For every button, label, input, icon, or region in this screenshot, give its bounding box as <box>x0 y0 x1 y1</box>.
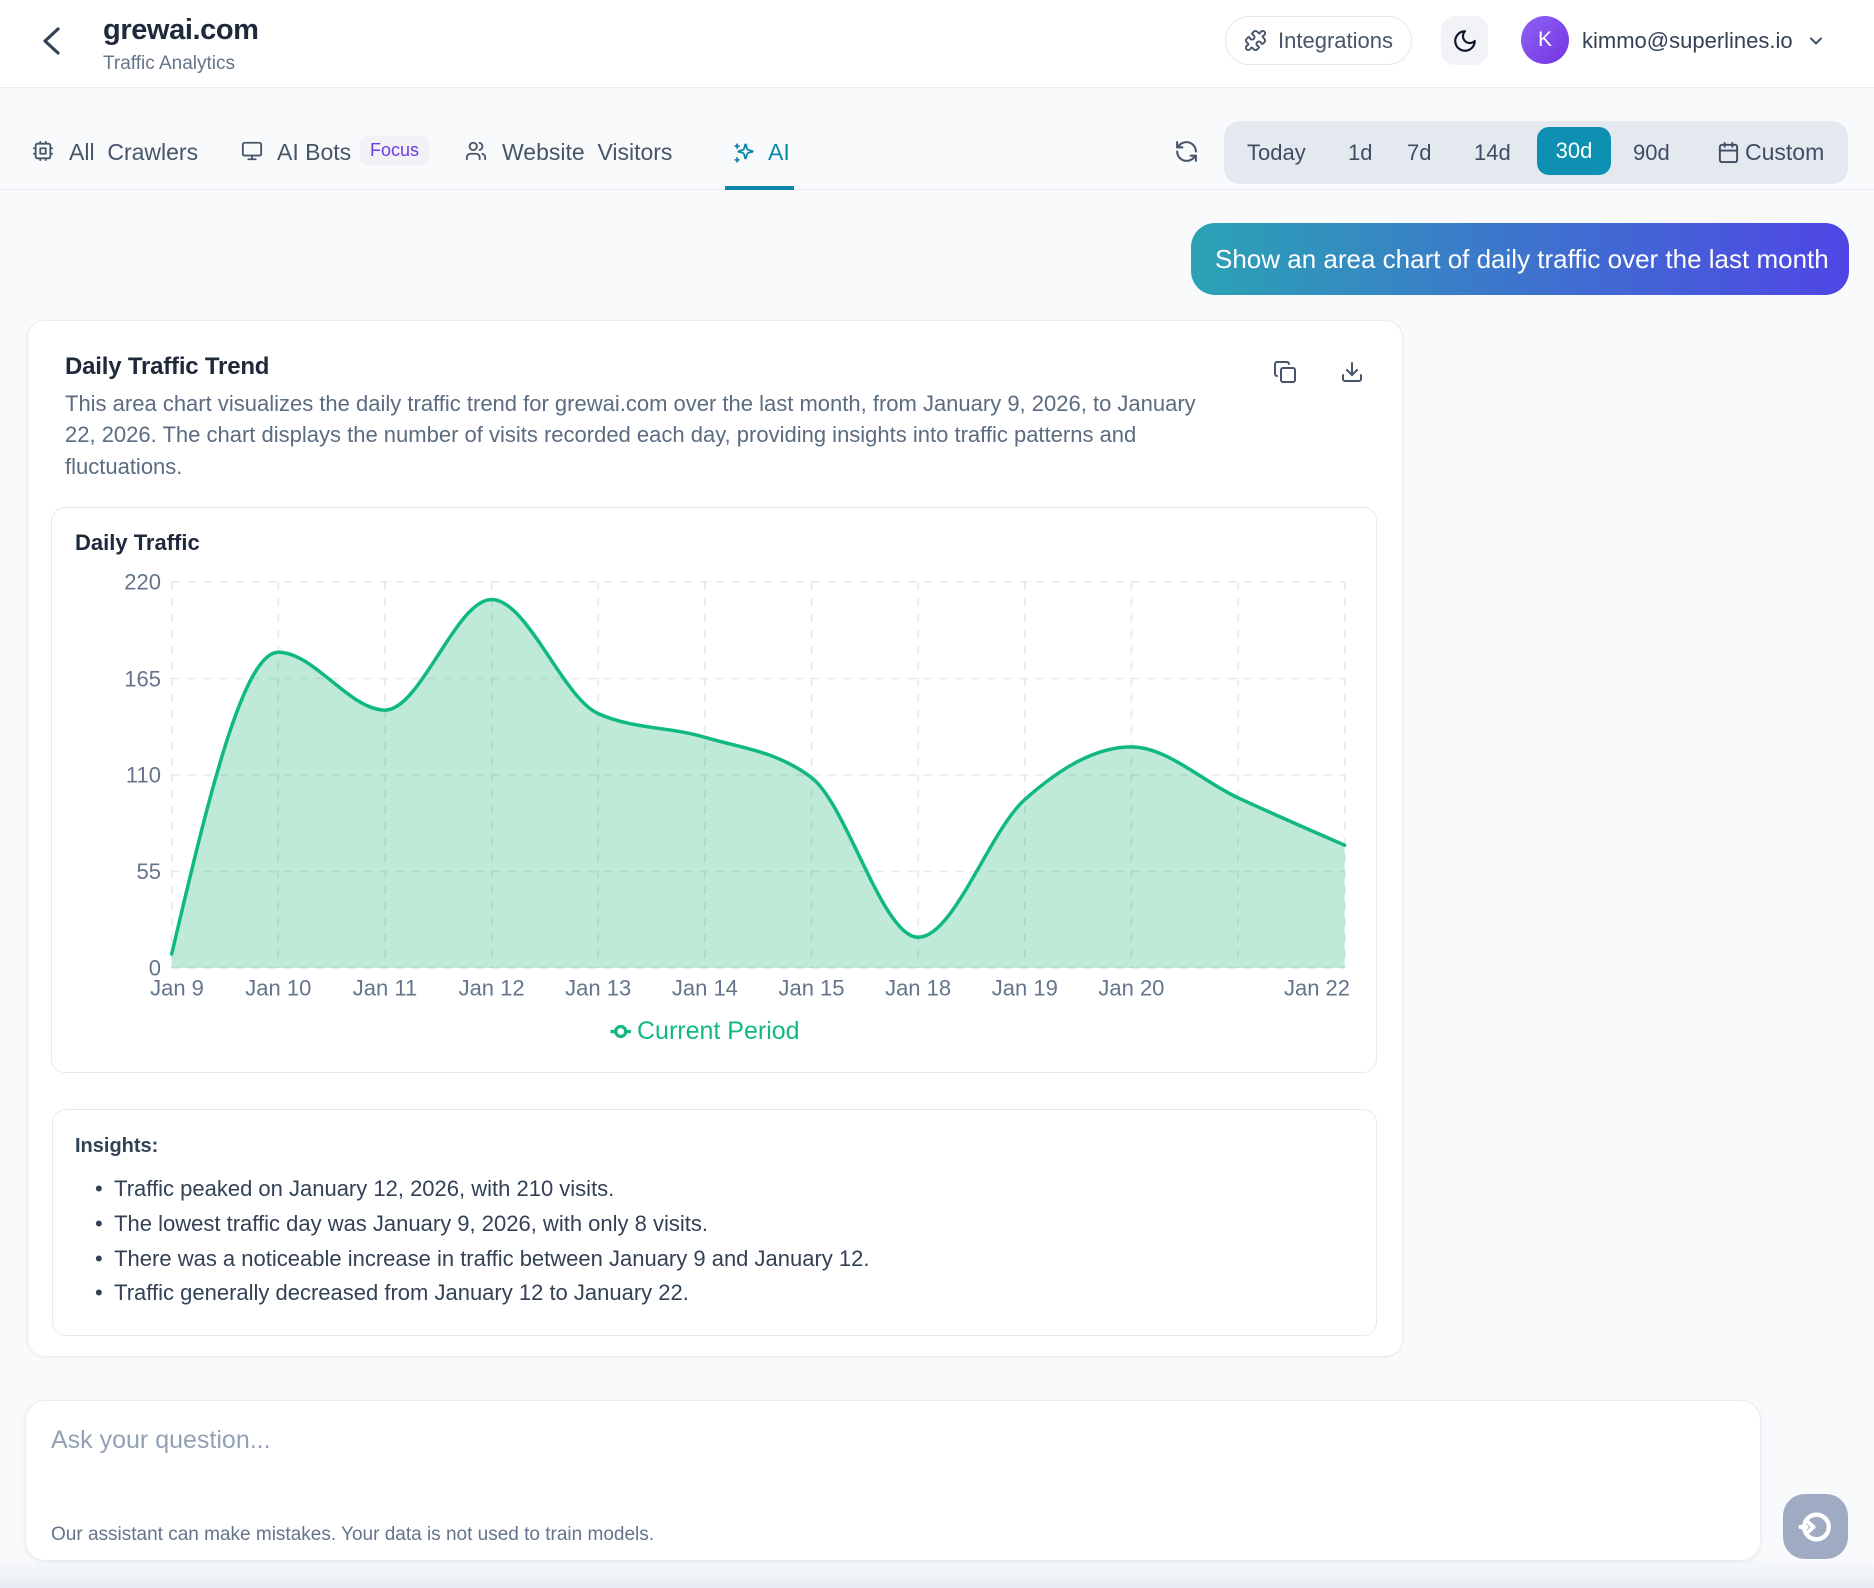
svg-text:Jan 15: Jan 15 <box>778 976 844 1001</box>
svg-text:Jan 18: Jan 18 <box>885 976 951 1001</box>
svg-text:Current Period: Current Period <box>637 1017 800 1045</box>
svg-text:55: 55 <box>137 859 161 884</box>
svg-text:Jan 11: Jan 11 <box>353 976 417 1001</box>
svg-text:Jan 12: Jan 12 <box>459 976 525 1001</box>
svg-text:Jan 13: Jan 13 <box>565 976 631 1001</box>
svg-text:Jan 10: Jan 10 <box>245 976 311 1001</box>
svg-text:Jan 14: Jan 14 <box>672 976 738 1001</box>
svg-text:Jan 9: Jan 9 <box>150 976 204 1001</box>
svg-text:220: 220 <box>124 570 161 595</box>
svg-text:Jan 19: Jan 19 <box>992 976 1058 1001</box>
svg-text:Jan 22: Jan 22 <box>1284 976 1350 1001</box>
svg-text:0: 0 <box>149 956 161 981</box>
svg-text:Jan 20: Jan 20 <box>1098 976 1164 1001</box>
svg-text:110: 110 <box>126 763 161 788</box>
svg-text:165: 165 <box>124 667 161 692</box>
